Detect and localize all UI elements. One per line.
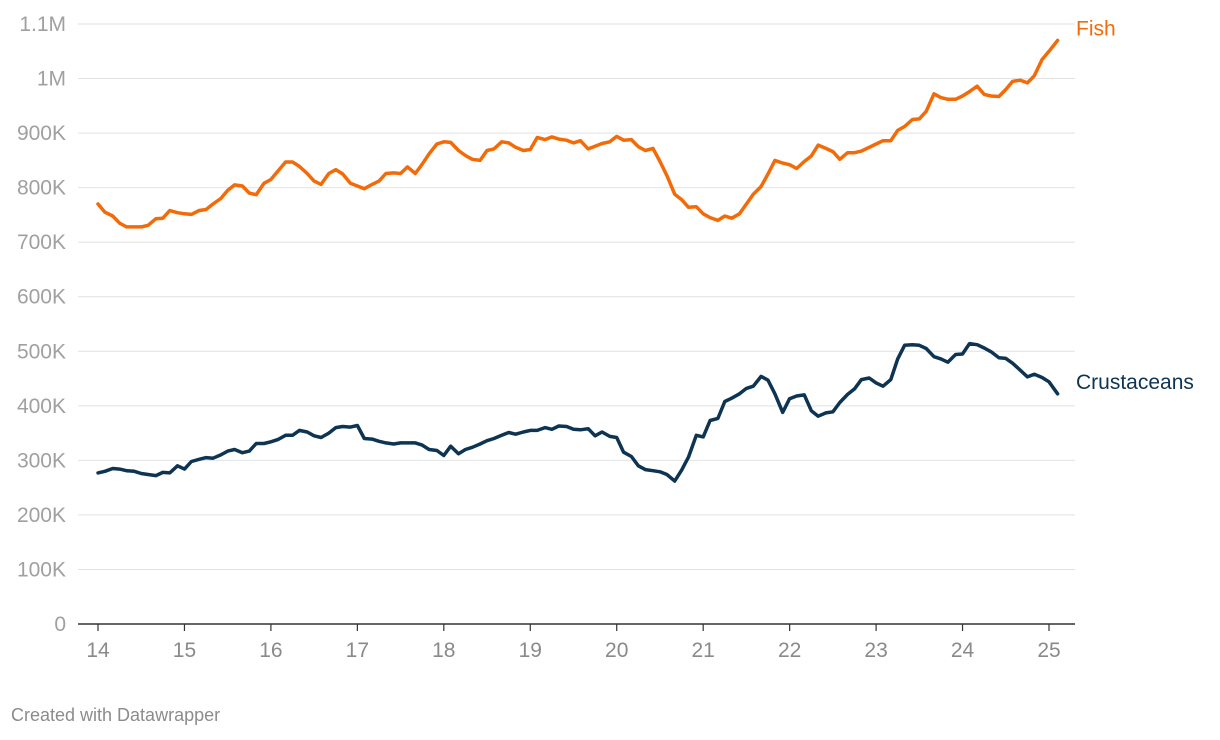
x-axis-ticks: 14 15 16 17 18 19 20 21 22 23 24 25 bbox=[86, 624, 1061, 662]
y-tick-label: 0 bbox=[54, 613, 66, 636]
y-tick-label: 200K bbox=[17, 504, 66, 527]
gridlines bbox=[78, 23, 1075, 570]
series-line-fish bbox=[96, 38, 1060, 229]
y-tick-label: 900K bbox=[17, 122, 66, 145]
x-tick-label: 25 bbox=[1037, 639, 1060, 662]
y-tick-label: 500K bbox=[17, 340, 66, 363]
y-tick-label: 700K bbox=[17, 231, 66, 254]
y-tick-label: 600K bbox=[17, 286, 66, 309]
x-tick-label: 15 bbox=[173, 639, 196, 662]
x-tick-label: 17 bbox=[346, 639, 369, 662]
y-tick-label: 1M bbox=[37, 68, 66, 91]
x-tick-label: 20 bbox=[605, 639, 628, 662]
y-tick-label: 100K bbox=[17, 558, 66, 581]
y-tick-label: 400K bbox=[17, 395, 66, 418]
y-axis-tick-labels: 0 100K 200K 300K 400K 500K 600K 700K 800K 900K 1M 1… bbox=[17, 13, 66, 636]
series-end-labels: Fish Crustaceans bbox=[1076, 17, 1194, 393]
footer-credit: Created with Datawrapper bbox=[11, 705, 221, 725]
y-tick-label: 1.1M bbox=[19, 13, 66, 36]
x-tick-label: 18 bbox=[432, 639, 455, 662]
x-tick-label: 14 bbox=[86, 639, 110, 662]
series-label-fish: Fish bbox=[1076, 17, 1116, 40]
x-tick-label: 16 bbox=[259, 639, 282, 662]
y-tick-label: 800K bbox=[17, 177, 66, 200]
x-tick-label: 24 bbox=[951, 639, 975, 662]
x-tick-label: 21 bbox=[692, 639, 715, 662]
line-chart: 0 100K 200K 300K 400K 500K 600K 700K 800K 900K 1M 1… bbox=[17, 13, 1194, 662]
x-tick-label: 19 bbox=[519, 639, 542, 662]
x-tick-label: 23 bbox=[864, 639, 887, 662]
series-label-crustaceans: Crustaceans bbox=[1076, 371, 1194, 394]
series-line-crustaceans bbox=[96, 341, 1060, 483]
y-tick-label: 300K bbox=[17, 449, 66, 472]
x-tick-label: 22 bbox=[778, 639, 801, 662]
series-lines bbox=[96, 38, 1060, 483]
